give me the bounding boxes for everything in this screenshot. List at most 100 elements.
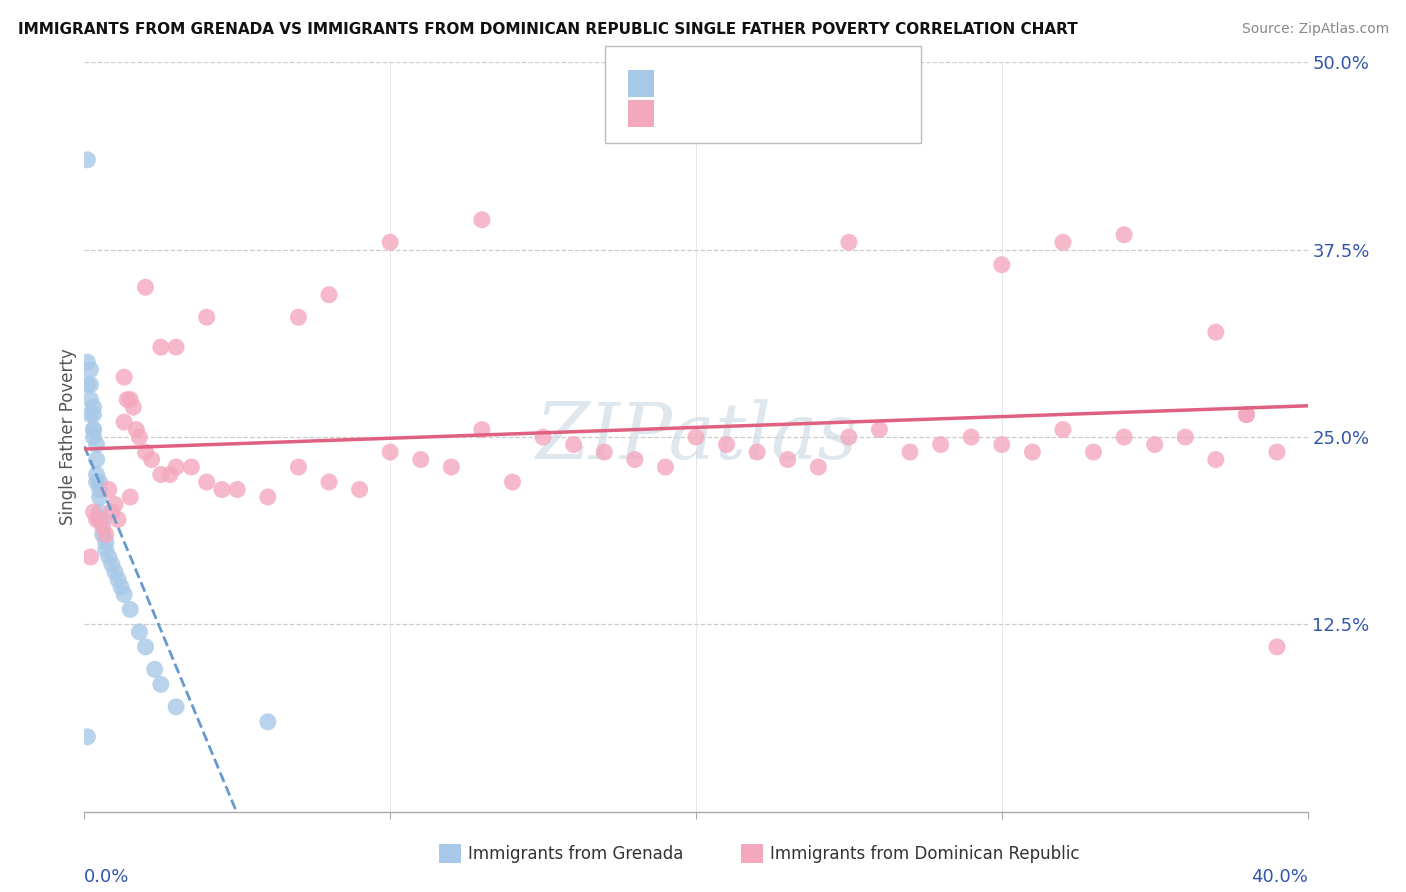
Point [107,573,129,587]
Point [1205,452,1227,467]
Point [257,714,280,729]
Point [838,235,860,250]
Point [112,587,135,601]
Text: Immigrants from Grenada: Immigrants from Grenada [468,845,683,863]
Point [211,483,233,497]
Point [776,452,799,467]
Point [94,542,117,557]
Point [76,730,98,744]
Point [1236,408,1258,422]
Point [125,423,148,437]
Point [593,445,616,459]
Point [135,445,157,459]
Point [79,408,101,422]
Point [135,640,157,654]
Point [349,483,371,497]
Point [83,400,105,414]
Point [79,377,101,392]
Point [318,475,340,489]
Point [685,430,707,444]
Point [471,423,494,437]
Point [180,460,202,475]
Point [104,498,127,512]
Text: ZIPatlas: ZIPatlas [534,399,858,475]
Point [1143,437,1166,451]
Text: 0.0%: 0.0% [84,868,129,886]
Point [1114,430,1136,444]
Point [1021,445,1043,459]
Point [120,602,142,616]
Text: R =  -0.037   N = 39: R = -0.037 N = 39 [664,74,873,92]
Point [112,415,135,429]
Point [898,445,921,459]
Point [960,430,983,444]
Point [122,400,145,414]
Point [101,558,124,572]
Point [101,505,124,519]
Point [91,527,114,541]
Point [89,475,111,489]
Point [94,527,117,541]
Point [195,475,218,489]
Point [86,467,108,482]
Point [128,624,150,639]
Point [838,430,860,444]
Point [128,430,150,444]
Text: Source: ZipAtlas.com: Source: ZipAtlas.com [1241,22,1389,37]
Point [94,535,117,549]
Point [89,512,111,526]
Point [1052,423,1074,437]
Point [83,423,105,437]
Point [1083,445,1105,459]
Point [112,370,135,384]
Point [76,355,98,369]
Point [716,437,738,451]
Point [86,437,108,451]
Point [195,310,218,325]
Point [115,392,138,407]
Point [991,258,1014,272]
Point [143,662,166,676]
Point [624,452,647,467]
Point [471,212,494,227]
Point [107,512,129,526]
Point [654,460,676,475]
Point [149,467,172,482]
Point [97,483,120,497]
Point [287,310,309,325]
Point [91,512,114,526]
Point [257,490,280,504]
Point [1052,235,1074,250]
Point [380,235,402,250]
Point [91,520,114,534]
Point [1114,227,1136,242]
Point [440,460,463,475]
Point [1265,640,1288,654]
Point [165,699,187,714]
Point [76,153,98,167]
Point [165,460,187,475]
Point [409,452,432,467]
Point [120,490,142,504]
Point [83,423,105,437]
Point [1174,430,1197,444]
Point [135,280,157,294]
Point [318,287,340,301]
Point [149,677,172,691]
Point [165,340,187,354]
Point [79,362,101,376]
Point [110,580,132,594]
Point [104,565,127,579]
Point [562,437,585,451]
Point [83,408,105,422]
Y-axis label: Single Father Poverty: Single Father Poverty [59,349,77,525]
Text: Immigrants from Dominican Republic: Immigrants from Dominican Republic [770,845,1080,863]
Point [86,452,108,467]
Point [1205,325,1227,339]
Point [226,483,249,497]
Point [531,430,554,444]
Point [89,483,111,497]
Point [807,460,830,475]
Point [79,549,101,564]
Point [502,475,524,489]
